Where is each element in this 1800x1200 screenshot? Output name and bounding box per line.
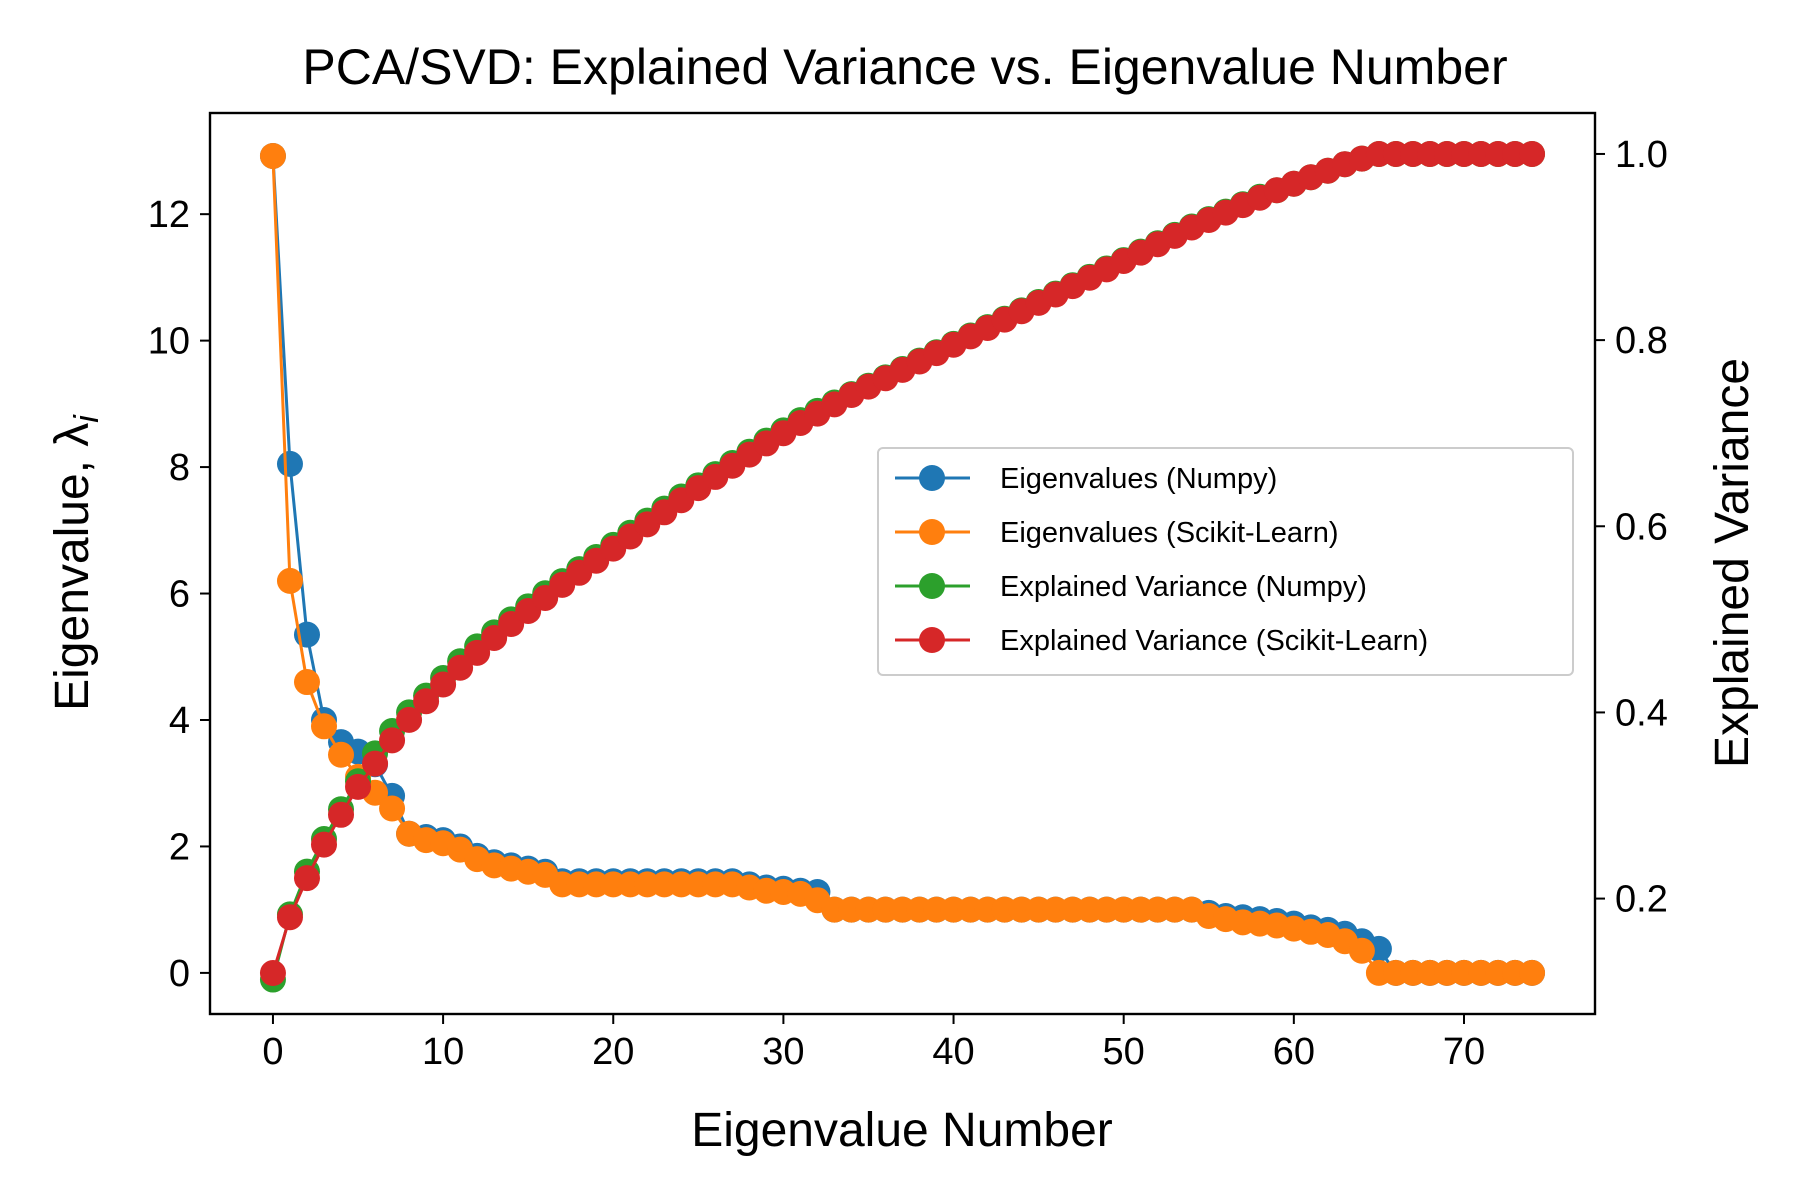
x-tick-label: 20 [592,1031,634,1073]
data-point [276,567,303,594]
data-point [328,801,355,828]
legend: Eigenvalues (Numpy) Eigenvalues (Scikit-L… [877,447,1574,676]
x-tick-label: 60 [1273,1031,1315,1073]
x-tick-label: 0 [262,1031,283,1073]
data-point [1348,937,1375,964]
data-point [430,671,457,698]
legend-frame [877,447,1574,676]
data-point [310,831,337,858]
series-4 [259,140,1546,987]
x-tick-label: 50 [1103,1031,1145,1073]
y-axis-right: 0.2 0.4 0.6 0.8 1.0 [1595,134,1668,921]
data-point [259,142,286,169]
legend-marker [919,519,945,545]
x-tick-label: 30 [762,1031,804,1073]
data-point [379,795,406,822]
data-point [276,904,303,931]
legend-label: Explained Variance (Numpy) [1000,571,1367,603]
data-point [447,654,474,681]
data-point [310,713,337,740]
legend-marker [919,465,945,491]
data-point [1519,140,1546,167]
data-point [328,741,355,768]
series-layer [259,140,1546,993]
y-left-tick-label: 4 [169,700,190,742]
legend-label: Eigenvalues (Numpy) [1000,463,1277,495]
chart-title: PCA/SVD: Explained Variance vs. Eigenval… [302,39,1507,95]
data-point [379,727,406,754]
plot-frame [208,111,1597,1016]
y-right-tick-label: 0.2 [1615,879,1668,921]
y-axis-left-label-subscript: i [68,414,106,423]
y-axis-right-label: Explained Variance [1706,358,1759,768]
data-point [293,865,320,892]
y-right-tick-label: 0.4 [1615,692,1668,734]
data-point [362,750,389,777]
x-tick-label: 10 [422,1031,464,1073]
legend-label: Explained Variance (Scikit-Learn) [1000,625,1428,657]
y-left-tick-label: 12 [148,194,190,236]
x-tick-label: 40 [932,1031,974,1073]
data-point [345,773,372,800]
legend-marker [919,573,945,599]
data-point [276,450,303,477]
x-axis: 0 10 20 30 40 50 60 70 [262,1014,1485,1073]
legend-marker [919,627,945,653]
y-left-tick-label: 2 [169,826,190,868]
data-point [259,960,286,987]
y-left-tick-label: 0 [169,953,190,995]
data-point [396,706,423,733]
y-right-tick-label: 0.6 [1615,506,1668,548]
data-point [293,669,320,696]
x-tick-label: 70 [1443,1031,1485,1073]
y-right-tick-label: 1.0 [1615,134,1668,176]
y-axis-left-label-main: Eigenvalue, λ [46,423,99,711]
y-right-tick-label: 0.8 [1615,320,1668,362]
y-axis-left-label: Eigenvalue, λi [46,414,106,711]
series-2 [259,142,1546,986]
legend-label: Eigenvalues (Scikit-Learn) [1000,517,1338,549]
y-left-tick-label: 8 [169,447,190,489]
y-left-tick-label: 6 [169,574,190,616]
x-axis-label: Eigenvalue Number [691,1104,1113,1157]
data-point [464,639,491,666]
y-axis-left: 0 2 4 6 8 10 12 [148,194,210,995]
data-point [413,688,440,715]
data-point [1519,959,1546,986]
y-left-tick-label: 10 [148,321,190,363]
